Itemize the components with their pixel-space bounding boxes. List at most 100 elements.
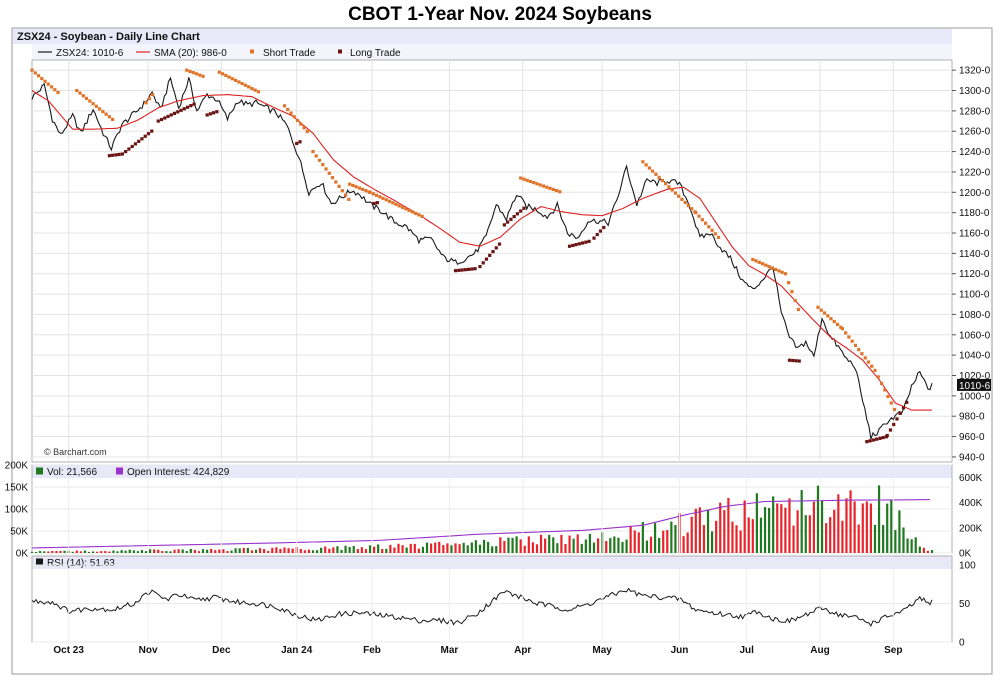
short-trade-marker <box>519 176 523 180</box>
short-trade-marker <box>651 169 655 173</box>
short-trade-marker <box>889 401 893 405</box>
volume-header-band <box>32 465 952 478</box>
volume-bar <box>356 549 359 553</box>
short-trade-marker <box>683 200 687 205</box>
short-trade-marker <box>777 269 781 273</box>
short-trade-marker <box>860 352 864 356</box>
long-trade-marker <box>179 108 183 112</box>
volume-bar <box>918 546 921 553</box>
volume-bar <box>735 525 738 553</box>
watermark: © Barchart.com <box>44 447 107 457</box>
long-trade-marker <box>509 217 513 221</box>
short-trade-marker <box>101 109 105 114</box>
long-trade-marker <box>107 154 111 158</box>
volume-bar <box>625 539 628 553</box>
volume-bar <box>499 537 502 553</box>
volume-bar <box>96 551 99 553</box>
volume-bar <box>710 531 714 553</box>
short-trade-marker <box>286 107 290 112</box>
volume-bar <box>344 545 347 553</box>
short-trade-marker <box>660 178 665 183</box>
volume-bar <box>352 546 355 553</box>
volume-bar <box>324 546 327 553</box>
volume-bar <box>641 522 644 553</box>
volume-bar <box>503 540 506 553</box>
short-trade-marker <box>793 298 797 303</box>
price-tick-label: 980-0 <box>959 412 985 423</box>
long-trade-marker <box>127 147 131 151</box>
short-trade-marker <box>43 79 47 83</box>
volume-bar <box>605 541 608 553</box>
long-trade-marker <box>868 439 872 443</box>
price-tick-label: 1040-0 <box>959 351 991 362</box>
short-trade-marker <box>324 167 328 171</box>
volume-bar <box>87 551 91 553</box>
volume-bar <box>739 530 742 553</box>
short-trade-marker <box>107 115 111 119</box>
long-trade-marker <box>169 113 173 117</box>
long-trade-marker <box>114 153 118 157</box>
volume-bar <box>161 551 164 553</box>
volume-bar <box>234 548 237 553</box>
volume-bar <box>572 538 575 553</box>
long-trade-marker <box>905 400 909 404</box>
volume-bar <box>731 521 734 553</box>
long-trade-marker <box>881 435 885 440</box>
short-trade-marker <box>247 85 251 89</box>
short-trade-marker <box>240 82 244 86</box>
volume-bar <box>47 551 50 553</box>
long-trade-marker <box>159 117 164 122</box>
short-trade-marker <box>400 205 405 209</box>
short-trade-marker <box>420 214 424 218</box>
short-trade-marker <box>790 290 794 294</box>
long-trade-marker <box>111 153 115 157</box>
price-tick-label: 1140-0 <box>959 249 990 260</box>
vol-legend-swatch <box>36 467 43 475</box>
long-trade-marker <box>457 268 461 272</box>
price-tick-label: 940-0 <box>959 452 985 463</box>
volume-bar <box>55 551 58 553</box>
short-trade-marker <box>78 91 82 95</box>
close-price-line <box>31 76 933 440</box>
long-trade-marker <box>567 244 572 248</box>
price-tick-label: 1260-0 <box>959 127 991 138</box>
long-trade-marker <box>143 134 147 138</box>
volume-bar <box>315 550 319 553</box>
volume-bar <box>698 507 701 553</box>
volume-bar <box>144 551 148 553</box>
long-trade-marker <box>208 112 212 116</box>
short-trade-marker <box>751 257 755 262</box>
price-tick-label: 1200-0 <box>959 188 991 199</box>
short-trade-marker <box>826 314 830 318</box>
short-trade-marker <box>387 199 392 203</box>
volume-bar <box>271 547 274 553</box>
volume-bar <box>157 549 160 553</box>
volume-bar <box>413 543 416 553</box>
volume-bar <box>658 537 661 553</box>
short-trade-marker <box>220 72 225 76</box>
volume-bar <box>560 534 563 553</box>
short-trade-marker <box>532 181 536 185</box>
short-trade-marker <box>644 163 648 167</box>
short-trade-marker <box>757 260 761 264</box>
volume-bar <box>507 537 510 553</box>
short-trade-marker <box>334 180 338 184</box>
legend-short-swatch <box>250 49 254 54</box>
volume-bar <box>833 509 836 553</box>
volume-bar <box>401 545 404 553</box>
short-trade-marker <box>686 204 691 208</box>
volume-bar <box>83 550 87 553</box>
short-trade-marker <box>558 190 562 194</box>
short-trade-marker <box>690 207 694 211</box>
long-trade-marker <box>522 206 526 210</box>
short-trade-marker <box>839 325 843 329</box>
short-trade-marker <box>46 82 50 86</box>
long-trade-marker <box>598 229 603 233</box>
long-trade-marker <box>473 267 477 271</box>
volume-bar <box>193 549 196 553</box>
volume-bar <box>222 549 225 553</box>
volume-bar <box>686 532 689 553</box>
volume-bar <box>348 547 351 553</box>
price-tick-label: 1060-0 <box>959 330 991 341</box>
short-trade-marker <box>654 172 658 176</box>
